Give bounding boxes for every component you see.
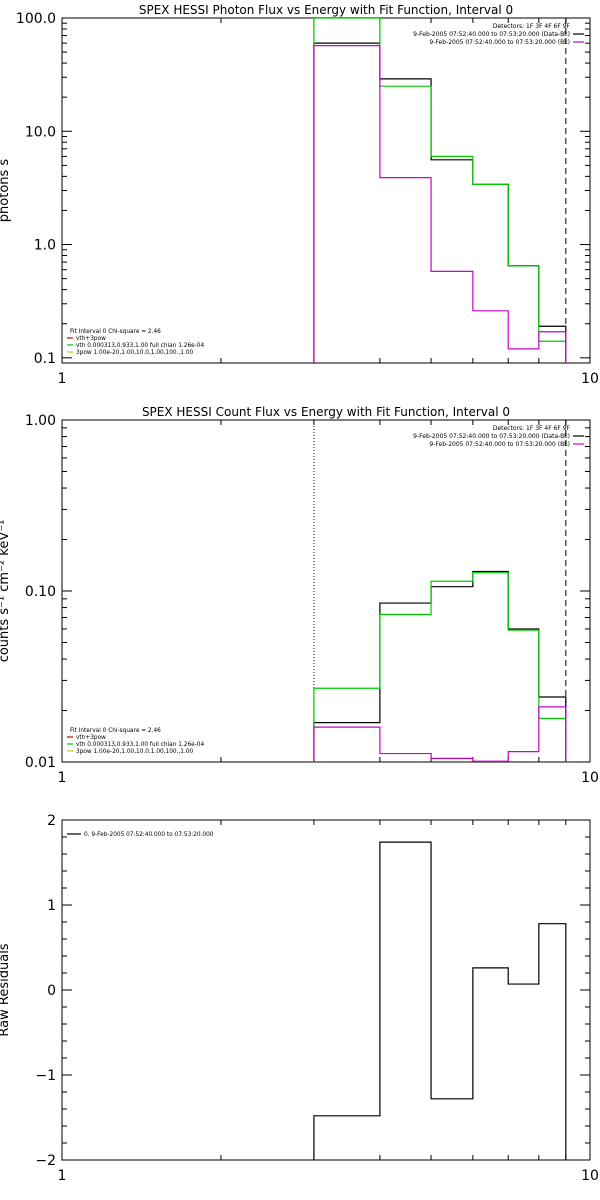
y-tick-label: −1 xyxy=(35,1068,56,1084)
annotation-text: 3pow 1.00e-20,1.00,10.0,1.00,100.,1.00 xyxy=(76,749,194,755)
header-line: 9-Feb-2005 07:52:40.000 to 07:53:20.000 … xyxy=(429,441,570,448)
y-tick-label: 0 xyxy=(47,983,56,999)
plot-marks xyxy=(313,841,567,1160)
chart-panel-2: SPEX HESSI Count Flux vs Energy with Fit… xyxy=(0,405,599,786)
header-line: 9-Feb-2005 07:52:40.000 to 07:53:20.000 … xyxy=(429,39,570,46)
header-line: 9-Feb-2005 07:52:40.000 to 07:53:20.000 … xyxy=(413,433,570,440)
y-tick-label: 1.00 xyxy=(25,413,56,429)
x-tick-label: 10 xyxy=(581,770,599,786)
y-tick-label: 0.1 xyxy=(34,351,56,367)
annotation-text: vth+3pow xyxy=(76,336,106,342)
chart-title: SPEX HESSI Photon Flux vs Energy with Fi… xyxy=(139,3,513,17)
plot-marks xyxy=(313,18,567,363)
y-tick-label: 1.0 xyxy=(34,238,56,254)
y-axis-label: counts s⁻¹ cm⁻² keV⁻¹ xyxy=(0,520,12,663)
y-axis-label: photons s xyxy=(0,159,12,223)
series-data-line xyxy=(313,42,567,363)
annotation-text: vth 0.000313,0.933,1.00 full chian 1.26e… xyxy=(76,742,204,748)
chart-panel-3: Raw Residuals 1 10 −2 −1 0 1 2 0. 9-Feb-2005 07:… xyxy=(0,813,599,1184)
y-tick-label: 2 xyxy=(47,813,56,829)
annotation-text: vth 0.000313,0.933,1.00 full chian 1.26e… xyxy=(76,343,204,349)
axes-frame xyxy=(61,819,591,1161)
series-data-line xyxy=(313,570,567,762)
x-tick-label: 1 xyxy=(58,371,67,387)
y-tick-label: 1 xyxy=(47,898,56,914)
header-line: Detectors: 1F 3F 4F 6F 9F xyxy=(493,23,571,30)
annotation-text: Fit Interval 0 Chi-square = 2.46 xyxy=(70,329,161,335)
x-tick-label: 1 xyxy=(58,770,67,786)
series-total-line xyxy=(313,572,567,762)
y-tick-label: 0.10 xyxy=(25,584,56,600)
y-tick-label: 0.01 xyxy=(25,755,56,771)
header-line: 9-Feb-2005 07:52:40.000 to 07:53:20.000 … xyxy=(413,31,570,38)
y-axis-label: Raw Residuals xyxy=(0,943,12,1036)
chart-title: SPEX HESSI Count Flux vs Energy with Fit… xyxy=(142,405,510,419)
series-residuals-line xyxy=(313,841,567,1160)
series-bk-line xyxy=(313,706,567,762)
chart-panel-1: SPEX HESSI Photon Flux vs Energy with Fi… xyxy=(0,3,599,387)
y-tick-label: 100.0 xyxy=(16,11,56,27)
annotation-text: Fit Interval 0 Chi-square = 2.46 xyxy=(70,728,161,734)
y-tick-label: −2 xyxy=(35,1153,56,1169)
plot-marks xyxy=(313,420,567,762)
annotation-text: vth+3pow xyxy=(76,735,106,741)
x-tick-label: 10 xyxy=(581,371,599,387)
x-tick-label: 1 xyxy=(58,1168,67,1184)
x-tick-label: 10 xyxy=(581,1168,599,1184)
annotation-text: 0. 9-Feb-2005 07:52:40.000 to 07:53:20.0… xyxy=(84,832,214,838)
header-line: Detectors: 1F 3F 4F 6F 9F xyxy=(493,425,571,432)
series-bk-line xyxy=(313,45,567,363)
axes-frame xyxy=(61,419,591,763)
axes-frame xyxy=(61,17,591,364)
y-tick-label: 10.0 xyxy=(25,124,56,140)
annotation-text: 3pow 1.00e-20,1.00,10.0,1.00,100.,1.00 xyxy=(76,350,194,356)
series-total-line xyxy=(313,18,567,363)
